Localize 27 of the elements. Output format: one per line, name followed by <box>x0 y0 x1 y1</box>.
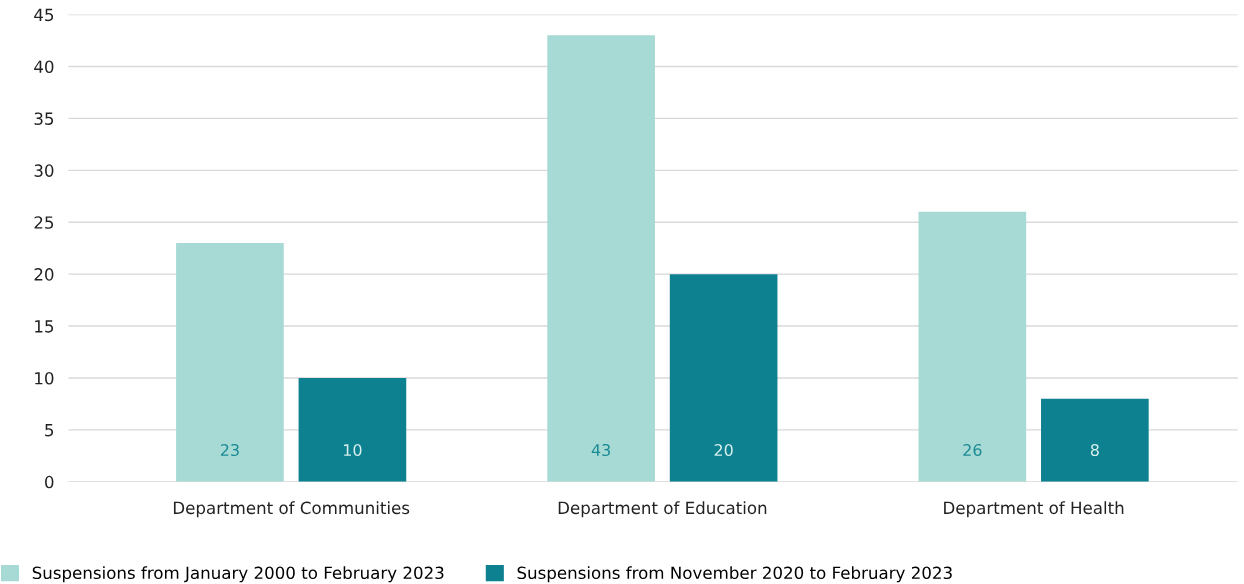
data-label: 8 <box>1090 443 1099 457</box>
y-tick-label: 45 <box>34 8 54 22</box>
y-tick-label: 10 <box>35 371 54 385</box>
data-label: 23 <box>220 443 239 457</box>
bar <box>1041 398 1149 482</box>
y-tick-label: 5 <box>45 424 54 437</box>
y-tick-label: 40 <box>34 60 54 74</box>
bar <box>176 243 284 482</box>
data-label: 20 <box>714 443 733 457</box>
bar <box>547 35 655 482</box>
data-label: 26 <box>963 443 982 457</box>
x-tick-label: Department of Education <box>558 501 767 518</box>
y-tick-label: 35 <box>34 112 54 125</box>
legend-label: Suspensions from January 2000 to February 2023 <box>32 566 444 583</box>
data-label: 10 <box>344 443 362 457</box>
legend-label: Suspensions from November 2020 to February 2023 <box>517 566 952 583</box>
y-tick-label: 30 <box>34 164 54 177</box>
y-tick-label: 25 <box>34 216 54 229</box>
bar <box>669 274 778 482</box>
y-tick-label: 15 <box>35 320 54 333</box>
x-tick-label: Department of Health <box>944 501 1124 518</box>
data-label: 43 <box>591 443 611 457</box>
x-tick-label: Department of Communities <box>173 501 410 518</box>
y-tick-label: 0 <box>45 475 54 489</box>
bar <box>918 211 1027 482</box>
y-tick-label: 20 <box>34 268 54 281</box>
bar <box>298 377 407 482</box>
